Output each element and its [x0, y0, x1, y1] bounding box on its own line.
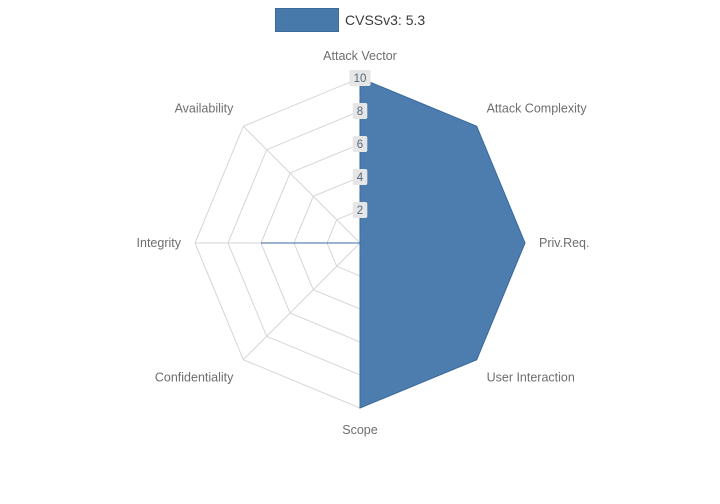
radar-tick-bg — [349, 70, 371, 86]
radar-series-polygon — [261, 77, 526, 409]
legend-swatch-icon — [275, 8, 339, 32]
legend-label: CVSSv3: 5.3 — [345, 12, 426, 28]
radar-tick-label: 8 — [357, 106, 363, 118]
axis-label-scope: Scope — [342, 423, 377, 437]
legend[interactable]: CVSSv3: 5.3 — [275, 8, 425, 32]
radar-tick-label: 2 — [357, 205, 363, 217]
radar-tick-label: 6 — [357, 139, 363, 151]
radar-grid-spoke — [242, 125, 361, 244]
radar-tick-label: 10 — [354, 73, 367, 85]
axis-label-availability: Availability — [175, 101, 235, 115]
axis-label-priv-req: Priv.Req. — [539, 236, 589, 250]
radar-grid-spoke — [242, 242, 361, 361]
axis-label-user-interaction: User Interaction — [487, 371, 575, 385]
axis-label-confidentiality: Confidentiality — [155, 371, 234, 385]
radar-tick-label: 4 — [357, 172, 364, 184]
axis-label-attack-complexity: Attack Complexity — [487, 101, 588, 115]
axis-label-integrity: Integrity — [137, 236, 182, 250]
radar-tick-bg — [352, 103, 368, 119]
radar-tick-bg — [352, 169, 368, 185]
radar-tick-bg — [352, 136, 368, 152]
radar-tick-bg — [352, 202, 368, 218]
axis-label-attack-vector: Attack Vector — [323, 49, 397, 63]
